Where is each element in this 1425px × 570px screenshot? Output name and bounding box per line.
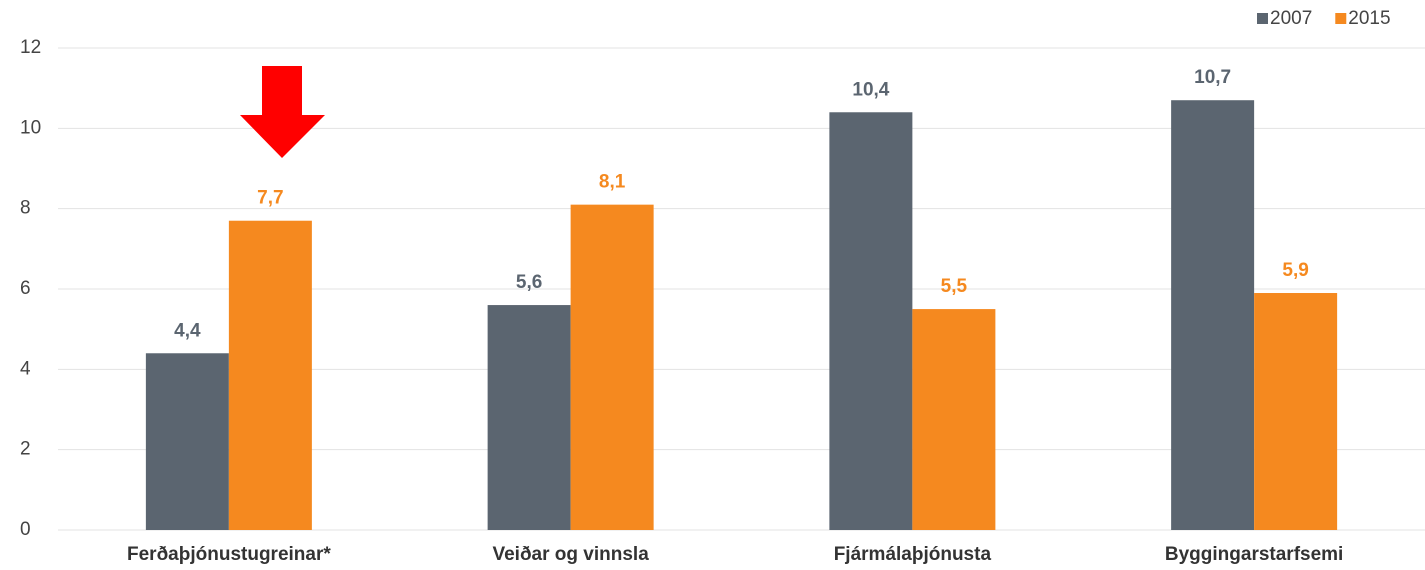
bar [228, 220, 312, 530]
data-label: 10,4 [852, 79, 889, 100]
x-tick-label: Fjármálaþjónusta [834, 544, 992, 565]
bar [912, 309, 996, 530]
plot: 0 2 4 6 8 10 12 Ferðaþjónustugreinar* 4,4 7,7 Veið… [20, 37, 1425, 565]
x-tick-label: Veiðar og vinnsla [492, 544, 649, 565]
legend-label: 2007 [1270, 8, 1312, 29]
data-label: 8,1 [599, 172, 626, 193]
data-label: 7,7 [257, 188, 283, 209]
data-label: 5,9 [1282, 260, 1308, 281]
legend-swatch [1335, 13, 1347, 24]
x-tick-label: Ferðaþjónustugreinar* [127, 544, 331, 565]
y-tick-label: 10 [20, 117, 41, 138]
bar [145, 353, 229, 530]
bar [487, 305, 571, 530]
legend-label: 2015 [1348, 8, 1390, 29]
bar [1171, 100, 1255, 530]
bar [829, 112, 913, 531]
legend-swatch [1257, 13, 1268, 24]
y-tick-label: 6 [20, 278, 31, 299]
bar [570, 204, 654, 530]
data-label: 10,7 [1194, 67, 1231, 88]
x-tick-label: Byggingarstarfsemi [1165, 544, 1343, 565]
y-tick-label: 12 [20, 37, 41, 58]
highlight-arrow [240, 66, 325, 158]
y-tick-label: 2 [20, 439, 31, 460]
y-tick-label: 8 [20, 198, 31, 219]
y-tick-label: 0 [20, 519, 31, 540]
y-tick-label: 4 [20, 358, 31, 379]
bar [1254, 293, 1338, 530]
data-label: 4,4 [174, 320, 201, 341]
data-label: 5,6 [516, 272, 542, 293]
data-label: 5,5 [941, 276, 968, 297]
